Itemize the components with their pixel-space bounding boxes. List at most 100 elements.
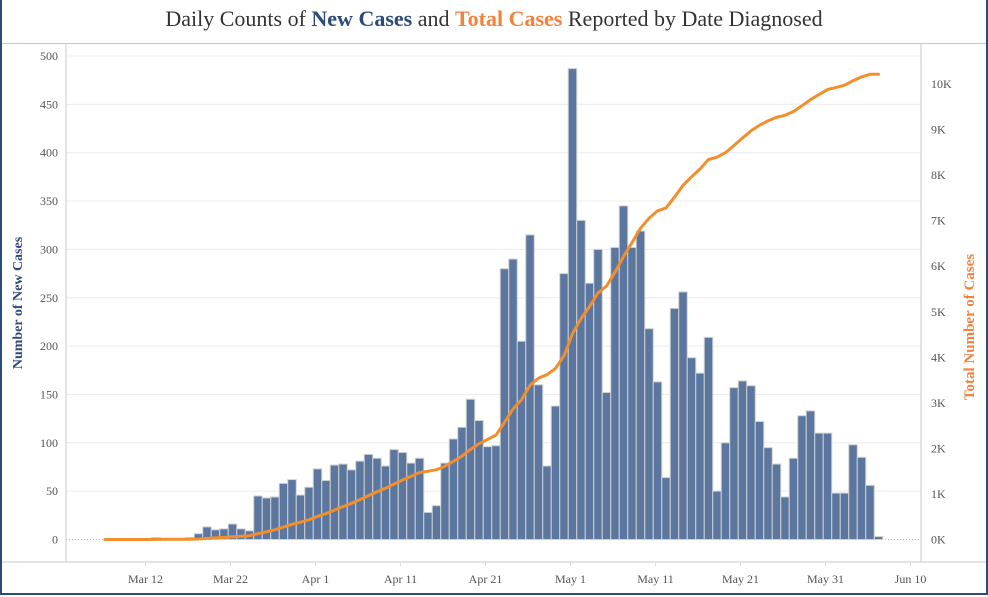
bar-new-cases: [270, 496, 280, 540]
x-tick-label: Apr 1: [302, 572, 330, 586]
y-right-axis-title: Total Number of Cases: [962, 254, 978, 400]
title-total-cases: Total Cases: [455, 6, 563, 31]
bar-new-cases: [695, 372, 705, 540]
gridlines: [66, 55, 921, 540]
line-total-cases: [103, 72, 880, 541]
bar-new-cases: [652, 381, 663, 540]
y-right-tick-label: 7K: [931, 214, 946, 228]
bar-new-cases: [822, 432, 833, 541]
bar-new-cases: [329, 464, 340, 540]
y-right-tick-label: 5K: [931, 305, 946, 319]
title-new-cases: New Cases: [311, 6, 413, 31]
bar-new-cases: [754, 421, 765, 540]
y-left-tick-label: 0: [52, 533, 58, 547]
bar-new-cases: [686, 357, 697, 541]
y-left-tick-label: 500: [40, 49, 58, 63]
title-divider: [2, 43, 986, 44]
y-left-tick-label: 400: [40, 146, 58, 160]
bar-new-cases: [491, 445, 501, 540]
line-series-total-cases: [103, 72, 880, 541]
bar-new-cases: [567, 68, 578, 540]
bar-new-cases: [457, 426, 467, 540]
bar-new-cases: [304, 486, 314, 541]
bar-new-cases: [576, 219, 586, 540]
y-right-tick-label: 10K: [931, 77, 952, 91]
bar-new-cases: [703, 336, 714, 540]
bar-new-cases: [839, 492, 850, 541]
x-tick-label: May 21: [722, 572, 759, 586]
y-right-tick-label: 1K: [931, 487, 946, 501]
bar-new-cases: [856, 456, 867, 540]
bar-new-cases: [814, 432, 824, 541]
bar-new-cases: [712, 490, 722, 540]
bar-new-cases: [720, 442, 731, 540]
bar-new-cases: [788, 457, 799, 540]
y-right-tick-label: 9K: [931, 123, 946, 137]
bar-new-cases: [797, 415, 807, 540]
title-part: and: [412, 6, 455, 31]
bar-new-cases: [372, 457, 382, 540]
bar-new-cases: [338, 463, 348, 541]
bar-new-cases: [737, 380, 748, 540]
bar-new-cases: [873, 536, 884, 540]
bar-new-cases: [550, 405, 561, 540]
y-left-tick-label: 350: [40, 194, 58, 208]
bar-new-cases: [482, 446, 493, 540]
bar-new-cases: [287, 479, 297, 540]
bar-new-cases: [627, 246, 637, 540]
y-right-tick-label: 2K: [931, 441, 946, 455]
y-left-tick-label: 250: [40, 291, 58, 305]
bar-new-cases: [465, 398, 476, 540]
bar-new-cases: [516, 340, 527, 541]
axes: 0 50 100 150 200 250 300 350 400 450 500 0K 1K 2K 3K 4K…: [2, 44, 986, 586]
x-tick-label: Mar 22: [213, 572, 248, 586]
bar-new-cases: [423, 511, 433, 541]
x-tick-label: Apr 21: [469, 572, 503, 586]
bar-new-cases: [780, 496, 790, 540]
y-left-tick-label: 150: [40, 387, 58, 401]
bar-new-cases: [661, 477, 671, 540]
bar-new-cases: [499, 268, 510, 540]
bar-new-cases: [610, 246, 620, 540]
bar-new-cases: [474, 420, 484, 540]
y-right-tick-label: 8K: [931, 168, 946, 182]
bar-new-cases: [380, 465, 391, 540]
bar-new-cases: [865, 484, 875, 540]
bar-new-cases: [746, 385, 756, 541]
title-part: Daily Counts of: [165, 6, 312, 31]
bar-new-cases: [763, 447, 773, 541]
y-left-axis-title: Number of New Cases: [11, 236, 26, 369]
x-tick-label: Mar 12: [128, 572, 163, 586]
x-tick-label: May 31: [807, 572, 844, 586]
bar-new-cases: [601, 392, 612, 540]
y-right-tick-label: 3K: [931, 396, 946, 410]
bar-new-cases: [397, 451, 408, 540]
chart-title: Daily Counts of New Cases and Total Case…: [0, 6, 988, 32]
x-tick-label: May 11: [637, 572, 674, 586]
title-part: Reported by Date Diagnosed: [562, 6, 823, 31]
bar-new-cases: [431, 505, 442, 540]
y-left-tick-label: 50: [46, 484, 58, 498]
bar-new-cases: [389, 449, 399, 540]
x-tick-label: Jun 10: [895, 572, 927, 586]
y-right-tick-label: 4K: [931, 350, 946, 364]
y-right-tick-label: 6K: [931, 259, 946, 273]
bar-new-cases: [448, 438, 459, 541]
bar-new-cases: [533, 384, 544, 540]
bar-new-cases: [584, 282, 595, 540]
bar-new-cases: [440, 462, 450, 540]
bar-new-cases: [729, 387, 739, 540]
bar-new-cases: [831, 492, 841, 541]
bar-new-cases: [678, 291, 688, 540]
bar-new-cases: [236, 528, 246, 540]
axis-labels: Number of New Cases Total Number of Cases: [11, 236, 978, 400]
y-right-tick-label: 0K: [931, 533, 946, 547]
bar-new-cases: [559, 273, 569, 540]
bar-new-cases: [669, 307, 680, 540]
bar-series-new-cases: [134, 68, 884, 541]
x-tick-label: Apr 11: [384, 572, 417, 586]
y-left-tick-label: 200: [40, 339, 58, 353]
x-tick-label: May 1: [555, 572, 586, 586]
